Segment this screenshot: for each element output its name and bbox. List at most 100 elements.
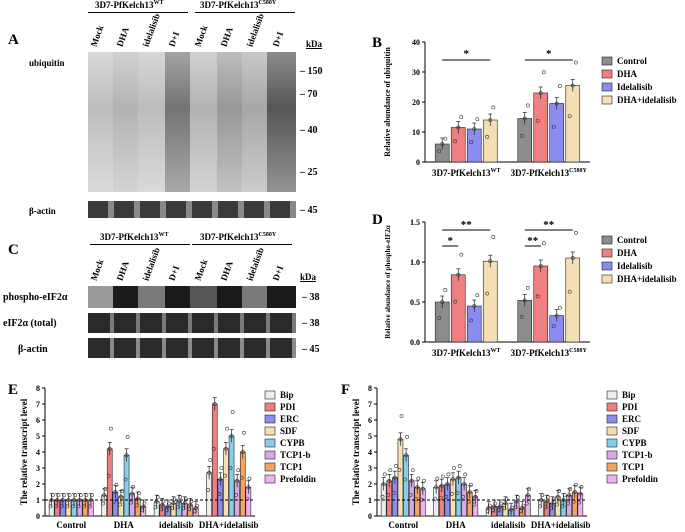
data-point [228,466,233,470]
panel-label-a: A [8,32,19,48]
legend-swatch [606,450,618,460]
y-tick-label: 6 [368,416,372,425]
data-point [472,304,477,308]
legend-swatch [264,474,276,484]
y-axis-label: Relative abundance of phospho-eIF2α [384,225,392,338]
data-point [120,489,124,493]
y-tick-label: 0.0 [410,338,420,347]
data-point [136,491,141,496]
data-point [485,291,490,296]
y-tick-label: 30 [412,68,420,77]
data-point [76,504,81,509]
data-point [239,475,244,480]
data-point [455,491,460,495]
y-tick-label: 10 [412,128,420,137]
panel-c-group-c580y: 3D7-PfKelch13C580Y [200,232,277,242]
data-point [554,502,559,507]
legend-swatch [264,462,276,472]
panel-c-group-wt-line [90,244,190,245]
data-point [101,501,105,506]
data-point [440,300,445,304]
data-point [124,453,129,458]
data-point [525,493,530,498]
eif2a-total-label: eIF2α (total) [3,318,57,329]
significance-mark: ** [461,219,473,231]
data-point [556,494,560,499]
y-tick-label: 3 [368,464,372,473]
y-tick-label: 1 [368,496,372,505]
data-point [142,501,147,506]
lane-label: DHA [218,25,235,48]
data-point [491,508,496,513]
legend-label: TCP1-b [622,450,653,460]
chart-d: 0.0 0.5 1.0 1.5 Relative abundance of phosph… [384,218,677,358]
legend-label: DHA+idelalisib [617,95,677,105]
data-point [247,476,252,481]
legend-label: TCP1 [280,462,303,472]
data-point [509,507,513,512]
data-point [416,476,421,481]
data-point [183,497,188,502]
data-point [230,410,235,414]
data-point [188,502,193,507]
data-point [525,103,530,108]
phospho-eif2a-blot [88,286,296,308]
data-point [567,289,572,294]
data-point [181,506,186,511]
data-point [554,101,559,106]
lane-label: DHA [218,259,235,282]
significance-mark: ** [527,235,539,247]
chart-f: 0 1 2 3 4 5 6 7 8 The relative transcript level Co… [352,384,658,530]
data-point [435,476,440,481]
data-point [524,501,529,506]
data-point [514,499,519,504]
legend-label: Prefoldin [280,474,316,484]
legend-label: PDI [622,402,638,412]
data-point [82,504,87,509]
data-point [503,501,508,506]
data-point [487,503,492,508]
data-point [453,139,458,144]
data-point [538,264,543,268]
panel-label-f: F [341,382,351,398]
data-point [488,259,493,264]
data-point [392,475,397,480]
panel-c-group-c580y-line [192,244,292,245]
data-point [206,488,210,492]
data-point [103,487,108,491]
data-point [444,494,449,499]
data-point [475,293,480,298]
data-point [386,492,391,497]
legend-swatch [606,438,618,448]
lane-label: idelalisib [244,12,266,48]
data-point [456,125,461,130]
data-point [182,501,187,506]
data-point [522,298,527,303]
legend-swatch [264,426,276,436]
data-point [172,497,177,502]
lane-label: D+I [270,264,286,282]
data-point [554,313,559,318]
lane-label: DHA [114,25,131,48]
data-point [549,506,554,511]
data-point [568,487,573,491]
y-tick-label: 5 [368,432,372,441]
bar [482,260,498,343]
data-point [560,504,565,509]
data-point [170,506,175,511]
data-point [551,324,556,329]
data-point [164,508,169,513]
data-point [469,140,474,145]
data-point [159,507,164,512]
y-tick-label: 1.5 [410,218,420,227]
chart-e: 0 1 2 3 4 5 6 7 8 The relative transcript level Co… [20,384,316,530]
legend-swatch [264,402,276,412]
ubiquitin-blot [88,52,296,192]
panel-c-kda-label: kDa [300,272,317,282]
data-point [519,134,524,138]
data-point [573,482,578,487]
data-point [538,91,543,95]
ubiquitin-blot-shade [88,52,296,192]
data-point [578,491,583,496]
data-point [456,272,461,277]
